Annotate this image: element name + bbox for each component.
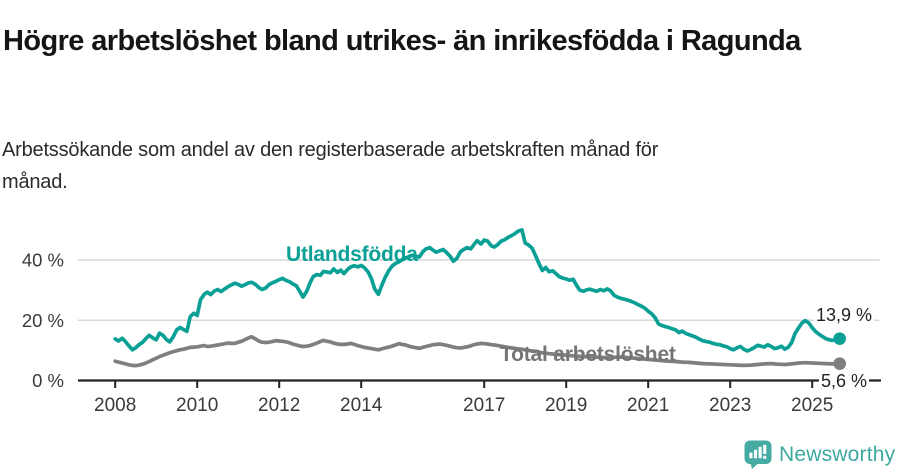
series-end-dot-utlandsf-dda <box>833 332 846 345</box>
x-axis-tick-label: 2014 <box>340 395 383 416</box>
end-value-label-total: 5,6 % <box>819 371 870 392</box>
series-line-utlandsf-dda <box>113 228 842 353</box>
x-axis-tick-label: 2012 <box>258 395 300 416</box>
page-subtitle: Arbetssökande som andel av den registerb… <box>2 139 659 193</box>
page-title: Högre arbetslöshet bland utrikes- än inr… <box>3 25 801 58</box>
y-axis-tick-label: 0 % <box>32 370 64 391</box>
y-axis-tick-label: 40 % <box>22 250 64 271</box>
x-axis-tick-label: 2017 <box>463 395 505 416</box>
x-axis-tick-label: 2010 <box>176 395 218 416</box>
x-axis-tick-label: 2008 <box>94 395 136 416</box>
x-axis-tick-label: 2021 <box>627 395 669 416</box>
y-axis-tick-label: 20 % <box>22 310 64 331</box>
x-axis-tick-label: 2023 <box>709 395 751 416</box>
newsworthy-logo: Newsworthy <box>744 440 895 469</box>
end-value-label-utlandsfodda: 13,9 % <box>814 305 875 326</box>
series-line-total-arbetsl-shet <box>113 334 842 368</box>
series-end-dot-total-arbetsl-shet <box>833 357 846 370</box>
series-label-utlandsfodda: Utlandsfödda <box>286 243 418 266</box>
series-label-total-arbetsloshet: Total arbetslöshet <box>500 343 676 366</box>
x-axis-tick-label: 2025 <box>791 395 833 416</box>
x-axis-tick-label: 2019 <box>545 395 587 416</box>
newsworthy-speech-bubble-bar-chart-icon <box>744 440 772 469</box>
newsworthy-logo-text: Newsworthy <box>779 442 896 466</box>
